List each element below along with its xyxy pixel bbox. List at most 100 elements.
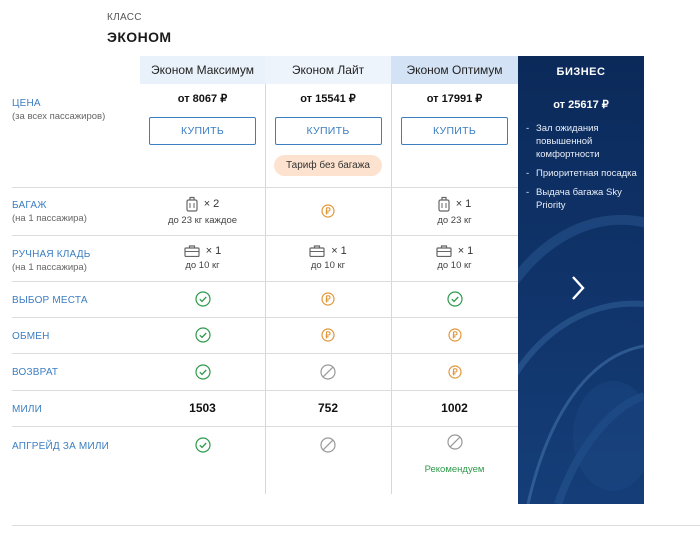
bottom-divider: [12, 525, 700, 526]
check-circle-icon: [194, 327, 211, 343]
row-divider: [12, 317, 518, 318]
row-label-hand: РУЧНАЯ КЛАДЬ (на 1 пассажира): [12, 249, 90, 273]
business-feature-text: Выдача багажа Sky Priority: [536, 187, 622, 211]
row-label-text: ЦЕНА: [12, 98, 41, 109]
class-header: КЛАСС ЭКОНОМ: [107, 12, 171, 45]
not-available-icon: [320, 437, 336, 453]
suitcase-icon: [186, 196, 198, 212]
business-feature: - Приоритетная посадка: [526, 167, 638, 180]
price-cell-light: от 15541 ₽ КУПИТЬ Тариф без багажа: [265, 92, 391, 176]
chevron-right-icon[interactable]: [568, 274, 588, 302]
class-label: КЛАСС: [107, 12, 142, 23]
row-sublabel: (на 1 пассажира): [12, 213, 87, 224]
miles-cell-optimum: 1002: [391, 390, 518, 426]
business-feature: - Выдача багажа Sky Priority: [526, 186, 638, 212]
buy-button-light[interactable]: КУПИТЬ: [274, 117, 382, 145]
exchange-cell-light: [265, 317, 391, 353]
suitcase-icon: [438, 196, 450, 212]
row-label-upgrade: АПГРЕЙД ЗА МИЛИ: [12, 441, 109, 452]
column-header-light: Эконом Лайт: [265, 56, 391, 84]
business-background-image: [518, 56, 644, 504]
row-label-text: БАГАЖ: [12, 200, 47, 211]
list-dash: -: [526, 187, 530, 198]
column-divider: [265, 84, 266, 494]
list-dash: -: [526, 168, 530, 179]
row-label-miles: МИЛИ: [12, 404, 43, 415]
row-divider: [12, 426, 518, 427]
exchange-cell-optimum: [391, 317, 518, 353]
column-divider: [391, 84, 392, 494]
business-feature-text: Зал ожидания повышенной комфортности: [536, 123, 600, 160]
row-divider: [12, 235, 518, 236]
refund-cell-light: [265, 353, 391, 390]
miles-value: 752: [317, 401, 339, 415]
class-title: ЭКОНОМ: [107, 29, 172, 45]
upgrade-cell-optimum: Рекомендуем: [391, 434, 518, 484]
upgrade-cell-maximum: [140, 434, 265, 456]
baggage-cell-maximum: × 2 до 23 кг каждое: [140, 187, 265, 235]
hand-note: до 10 кг: [310, 260, 346, 271]
check-circle-icon: [446, 291, 463, 307]
row-divider: [12, 390, 518, 391]
price-cell-maximum: от 8067 ₽ КУПИТЬ: [140, 92, 265, 145]
hand-cell-light: × 1 до 10 кг: [265, 235, 391, 281]
hand-note: до 10 кг: [437, 260, 472, 271]
recommend-label: Рекомендуем: [424, 464, 485, 475]
row-divider: [12, 353, 518, 354]
column-header-optimum: Эконом Оптимум: [391, 56, 518, 84]
no-baggage-badge: Тариф без багажа: [274, 155, 382, 176]
miles-cell-maximum: 1503: [140, 390, 265, 426]
row-divider: [12, 187, 518, 188]
ruble-paid-icon: [321, 328, 335, 342]
bag-icon: [309, 245, 325, 257]
buy-button-optimum[interactable]: КУПИТЬ: [401, 117, 508, 145]
hand-qty: × 1: [331, 245, 347, 257]
not-available-icon: [320, 363, 336, 380]
bag-icon: [436, 245, 452, 257]
row-label-exchange: ОБМЕН: [12, 331, 50, 342]
baggage-note: до 23 кг: [437, 215, 472, 226]
check-circle-icon: [194, 291, 211, 307]
row-label-price: ЦЕНА (за всех пассажиров): [12, 98, 105, 122]
miles-value: 1002: [441, 401, 468, 415]
hand-qty: × 1: [205, 245, 222, 257]
row-sublabel: (на 1 пассажира): [12, 262, 87, 273]
baggage-qty: × 1: [455, 198, 472, 210]
exchange-cell-maximum: [140, 317, 265, 353]
miles-value: 1503: [189, 401, 216, 415]
business-title: БИЗНЕС: [556, 66, 606, 78]
ruble-paid-icon: [321, 204, 335, 218]
upgrade-cell-light: [265, 434, 391, 456]
row-label-baggage: БАГАЖ (на 1 пассажира): [12, 200, 87, 224]
row-sublabel: (за всех пассажиров): [12, 111, 106, 122]
not-available-icon: [446, 434, 463, 450]
price-value: от 8067 ₽: [177, 93, 228, 105]
check-circle-icon: [194, 437, 211, 453]
bag-icon: [184, 245, 200, 257]
row-label-seat: ВЫБОР МЕСТА: [12, 295, 88, 306]
row-label-text: РУЧНАЯ КЛАДЬ: [12, 249, 91, 260]
price-cell-optimum: от 17991 ₽ КУПИТЬ: [391, 92, 518, 145]
price-value: от 17991 ₽: [426, 93, 483, 105]
baggage-cell-light: [265, 187, 391, 235]
hand-cell-maximum: × 1 до 10 кг: [140, 235, 265, 281]
ruble-paid-icon: [447, 364, 462, 379]
list-dash: -: [526, 123, 530, 134]
business-features: - Зал ожидания повышенной комфортности -П…: [526, 122, 638, 218]
refund-cell-maximum: [140, 353, 265, 390]
business-feature: - Зал ожидания повышенной комфортности: [526, 122, 638, 161]
seat-cell-light: [265, 281, 391, 317]
miles-cell-light: 752: [265, 390, 391, 426]
hand-cell-optimum: × 1 до 10 кг: [391, 235, 518, 281]
business-panel[interactable]: БИЗНЕС от 25617 ₽ - Зал ожидания повышенн…: [518, 56, 644, 504]
hand-qty: × 1: [457, 245, 474, 257]
check-circle-icon: [194, 363, 211, 380]
business-feature-text: Приоритетная посадка: [536, 168, 637, 179]
column-header-maximum: Эконом Максимум: [140, 56, 265, 84]
row-label-refund: ВОЗВРАТ: [12, 367, 59, 378]
baggage-note: до 23 кг каждое: [167, 215, 238, 226]
business-price: от 25617 ₽: [553, 99, 609, 111]
baggage-cell-optimum: × 1 до 23 кг: [391, 187, 518, 235]
price-value: от 15541 ₽: [300, 93, 356, 105]
buy-button-maximum[interactable]: КУПИТЬ: [149, 117, 256, 145]
